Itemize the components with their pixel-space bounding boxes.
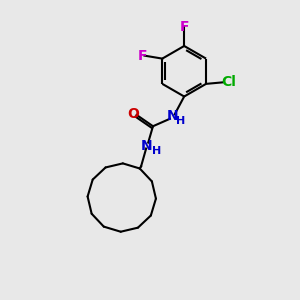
Text: F: F	[138, 49, 148, 63]
Text: Cl: Cl	[221, 75, 236, 89]
Text: H: H	[152, 146, 161, 156]
Text: F: F	[179, 20, 189, 34]
Text: O: O	[127, 107, 139, 121]
Text: N: N	[167, 109, 178, 123]
Text: H: H	[176, 116, 185, 126]
Text: N: N	[141, 139, 153, 152]
